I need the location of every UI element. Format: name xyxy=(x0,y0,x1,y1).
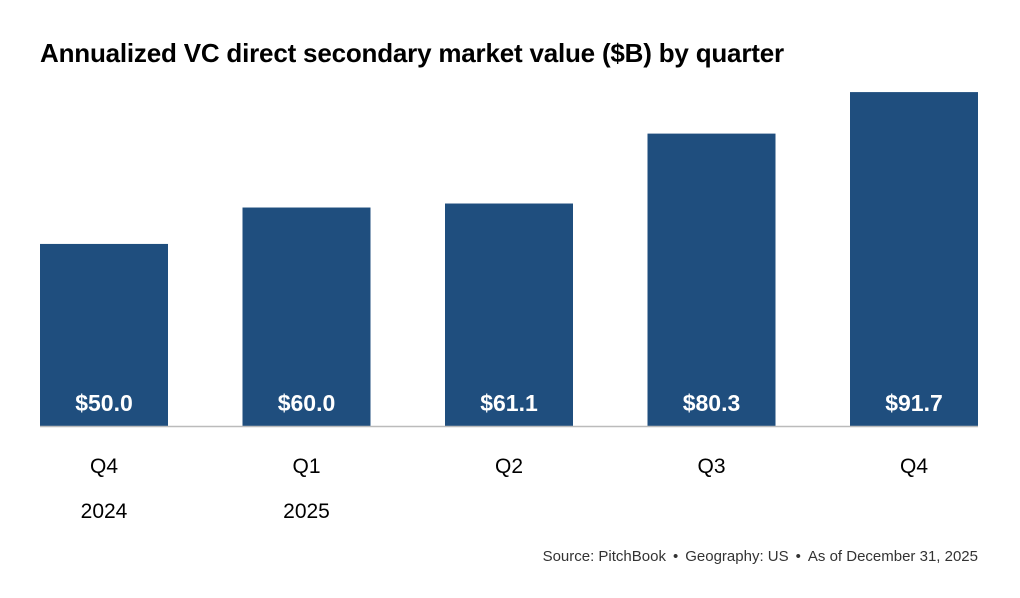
data-label: $60.0 xyxy=(278,390,336,416)
data-label: $50.0 xyxy=(75,390,133,416)
bar xyxy=(445,203,573,426)
x-tick-label: Q1 xyxy=(292,455,320,478)
x-year-label: 2024 xyxy=(81,500,128,523)
as-of-text: As of December 31, 2025 xyxy=(807,548,978,565)
chart-title: Annualized VC direct secondary market va… xyxy=(40,38,784,68)
x-tick-label: Q2 xyxy=(495,455,523,478)
bar xyxy=(647,133,776,426)
geography-text: Geography: US xyxy=(685,548,789,565)
bar xyxy=(40,243,168,426)
bar xyxy=(242,207,371,426)
separator-dot: • xyxy=(795,548,801,565)
data-label: $80.3 xyxy=(683,390,741,416)
data-label: $91.7 xyxy=(885,390,943,416)
source-text: Source: PitchBook xyxy=(542,548,666,565)
bar xyxy=(850,92,978,426)
x-tick-label: Q4 xyxy=(900,455,928,478)
x-tick-label: Q4 xyxy=(90,455,118,478)
x-tick-label: Q3 xyxy=(697,455,725,478)
separator-dot: • xyxy=(672,548,679,565)
x-year-label: 2025 xyxy=(283,500,330,523)
data-label: $61.1 xyxy=(480,390,538,416)
source-note: Source: PitchBook • Geography: US • As of De… xyxy=(543,548,978,565)
